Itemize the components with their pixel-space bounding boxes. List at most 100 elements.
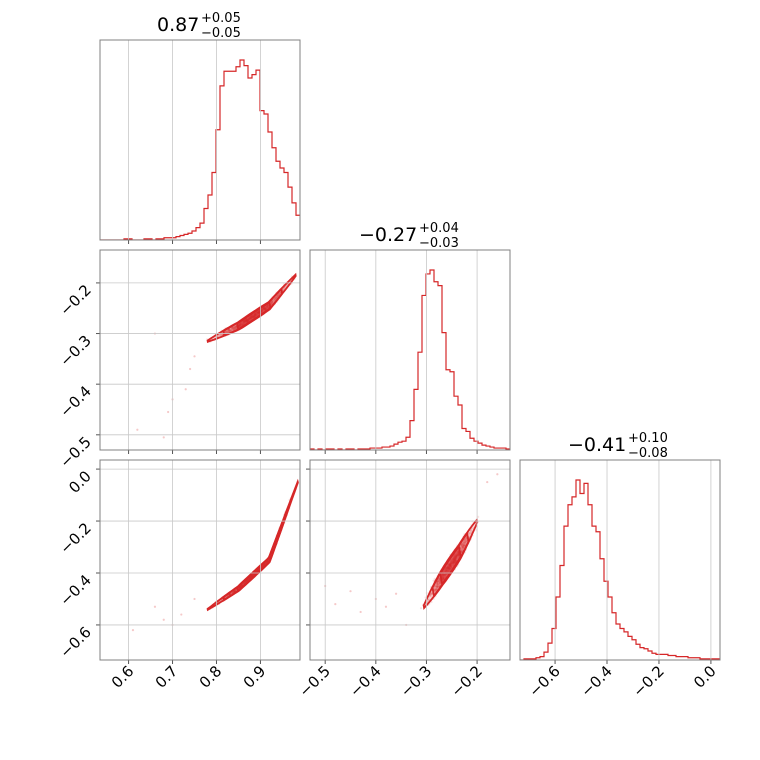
sample-point: [436, 584, 439, 588]
sample-point: [249, 315, 253, 318]
sample-point: [446, 566, 449, 569]
sample-point: [242, 321, 245, 324]
sample-point: [460, 549, 464, 552]
sample-point: [436, 585, 439, 588]
sample-point: [234, 326, 237, 329]
sample-point: [247, 318, 250, 322]
sample-point: [256, 311, 259, 314]
sample-point: [447, 563, 450, 566]
sample-point: [438, 581, 441, 584]
sample-point: [457, 552, 460, 555]
sample-point: [443, 573, 446, 576]
sample-point: [265, 305, 268, 309]
sample-point: [448, 567, 452, 570]
sample-point: [243, 320, 247, 323]
sample-point: [454, 555, 458, 558]
sample-point: [464, 542, 467, 545]
sample-point: [442, 575, 445, 578]
sample-point: [442, 574, 445, 577]
sample-point: [253, 312, 257, 315]
sample-point: [263, 307, 266, 310]
sample-point: [454, 557, 457, 561]
sample-point: [450, 559, 453, 562]
sample-point: [240, 323, 244, 326]
sample-point: [446, 567, 449, 570]
title-param-0: 0.87: [157, 14, 199, 36]
sample-point: [263, 307, 266, 310]
sample-point: [442, 574, 445, 577]
tick-label-x: 0.6: [108, 662, 138, 692]
sample-point: [465, 537, 468, 541]
sample-point: [442, 576, 445, 579]
sample-point: [447, 569, 450, 572]
sample-point: [437, 584, 440, 588]
sample-point: [267, 306, 270, 309]
sample-point: [436, 586, 439, 589]
sample-point: [453, 559, 457, 562]
sample-point: [277, 293, 281, 296]
sample-point: [452, 558, 455, 561]
sample-point: [455, 556, 458, 559]
sample-point: [274, 297, 277, 300]
sample-point: [463, 544, 466, 548]
sample-point: [229, 329, 232, 332]
sample-point: [435, 581, 439, 584]
sample-point: [453, 561, 456, 565]
sample-point: [252, 316, 255, 319]
sample-point: [239, 324, 242, 327]
sample-point: [242, 322, 245, 325]
sample-point: [227, 329, 231, 332]
sample-point: [462, 544, 465, 547]
sample-point: [444, 573, 448, 576]
sample-point: [454, 552, 458, 556]
sample-point: [449, 566, 452, 569]
sample-point: [455, 554, 459, 557]
sample-point: [254, 313, 257, 316]
sample-point: [252, 316, 255, 319]
sample-point: [442, 576, 445, 579]
density-contour: [236, 553, 272, 593]
sample-point: [446, 569, 449, 572]
sample-point: [249, 315, 252, 318]
sample-point: [240, 321, 243, 325]
sample-point: [263, 308, 267, 311]
sample-point: [243, 319, 246, 323]
sample-point: [247, 317, 250, 321]
sample-point: [446, 567, 449, 570]
sample-point: [454, 553, 457, 556]
sample-point: [450, 564, 453, 567]
sample-point: [258, 309, 261, 312]
sample-point: [454, 557, 457, 560]
sample-point: [454, 555, 457, 558]
sample-point: [437, 577, 441, 580]
sample-point: [455, 555, 458, 558]
sample-point: [451, 560, 454, 564]
sample-point: [457, 555, 460, 558]
sample-point: [449, 561, 452, 564]
sample-point: [252, 314, 255, 317]
sample-point: [460, 545, 463, 548]
sample-point: [451, 557, 454, 561]
sample-point: [452, 559, 456, 563]
sample-point: [442, 570, 445, 573]
sample-point: [267, 306, 270, 309]
sample-point: [453, 561, 456, 564]
sample-point: [241, 323, 244, 326]
sample-point: [453, 556, 456, 559]
sample-point: [445, 567, 448, 570]
sample-point: [256, 313, 259, 316]
sample-point: [455, 552, 459, 555]
sample-point: [451, 565, 454, 568]
sample-point: [264, 307, 267, 310]
sample-point: [261, 308, 264, 312]
sample-point: [271, 300, 274, 303]
sample-point: [238, 324, 241, 327]
sample-point: [442, 573, 445, 576]
scatter-panel-1-2: −0.5 −0.4 −0.3 −0.2: [296, 459, 511, 701]
sample-point: [218, 334, 221, 337]
sample-point: [441, 576, 445, 579]
sample-point: [246, 319, 249, 322]
sample-point: [231, 591, 234, 594]
sample-point: [241, 323, 244, 326]
sample-point: [256, 311, 259, 314]
